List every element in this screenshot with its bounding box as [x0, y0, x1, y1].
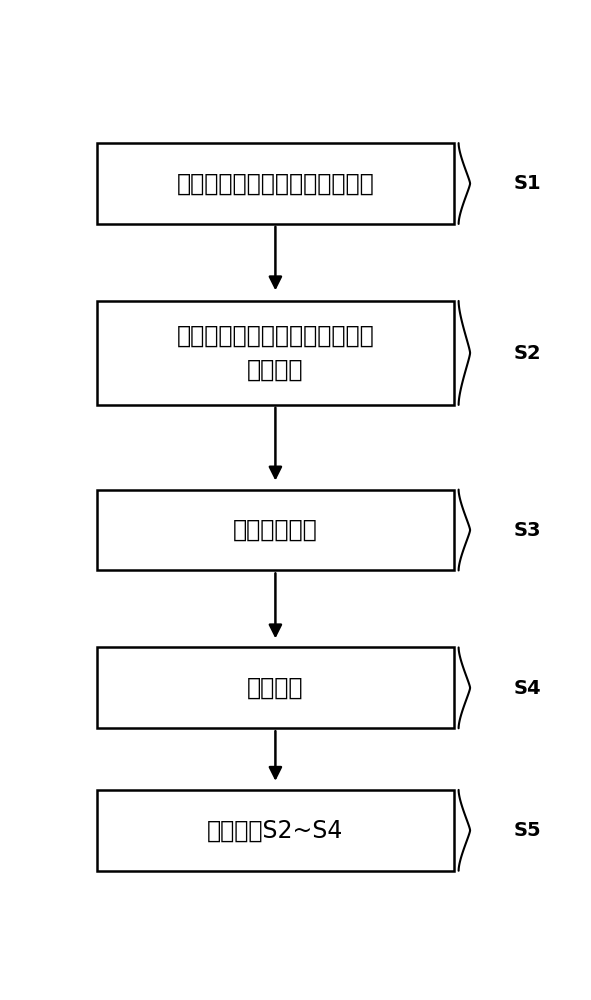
Text: 确定补偿电压: 确定补偿电压 — [233, 518, 318, 542]
FancyBboxPatch shape — [97, 490, 454, 570]
Text: 确定当前时刻频率偏移对应的二
进制编码: 确定当前时刻频率偏移对应的二 进制编码 — [177, 324, 374, 382]
Text: S4: S4 — [514, 679, 541, 698]
Text: 调理补偿: 调理补偿 — [247, 676, 304, 700]
Text: S1: S1 — [514, 174, 541, 193]
FancyBboxPatch shape — [97, 143, 454, 224]
Text: 确定目标频率对应的二进制编码: 确定目标频率对应的二进制编码 — [177, 172, 374, 196]
Text: S5: S5 — [514, 821, 541, 840]
FancyBboxPatch shape — [97, 790, 454, 871]
FancyBboxPatch shape — [97, 301, 454, 405]
Text: 重复步骤S2~S4: 重复步骤S2~S4 — [207, 818, 343, 842]
Text: S3: S3 — [514, 521, 541, 540]
FancyBboxPatch shape — [97, 647, 454, 728]
Text: S2: S2 — [514, 344, 541, 363]
